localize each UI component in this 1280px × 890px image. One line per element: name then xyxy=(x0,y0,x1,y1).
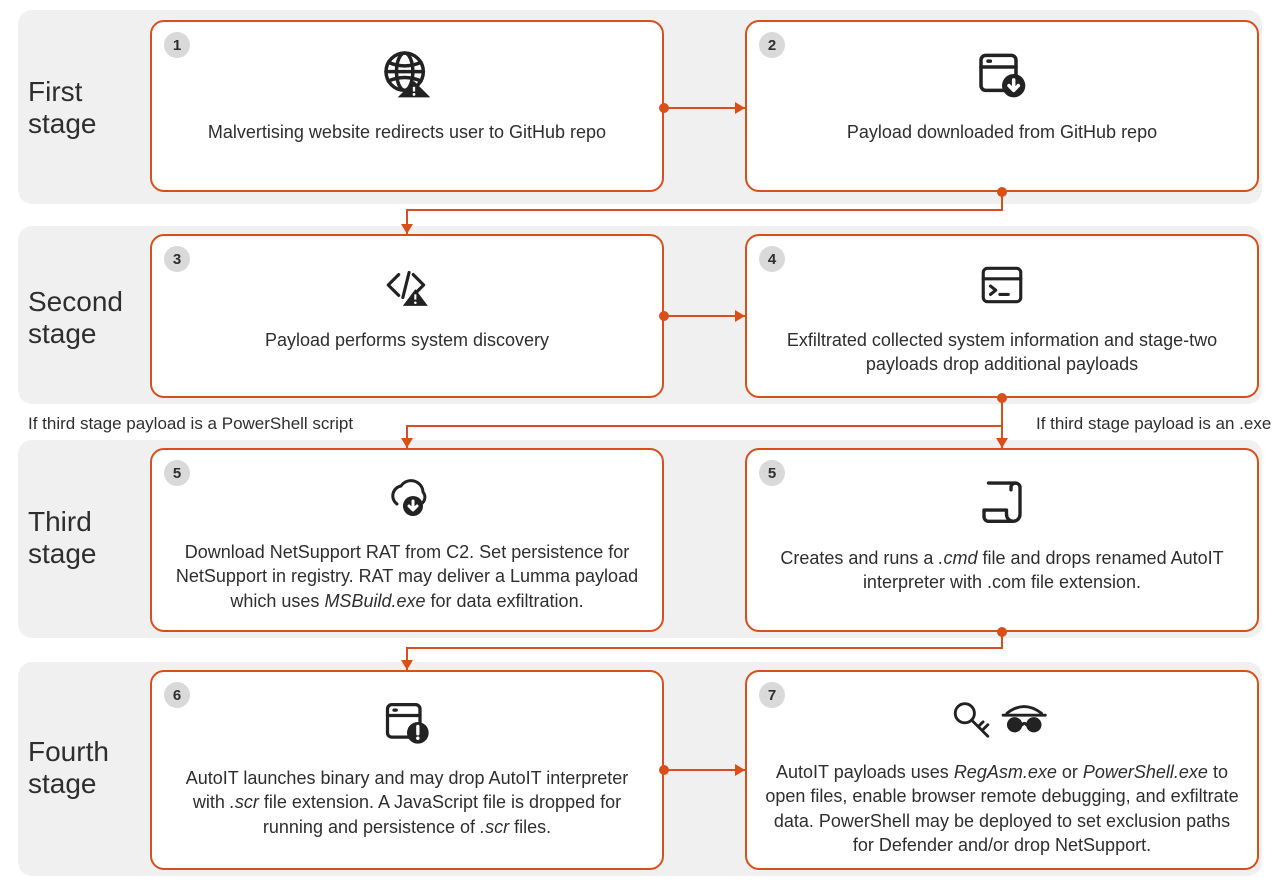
card-description: Exfiltrated collected system information… xyxy=(765,328,1239,377)
card-number-badge: 5 xyxy=(759,460,785,486)
card-description: AutoIT payloads uses RegAsm.exe or Power… xyxy=(765,760,1239,857)
card-stage2-2: 4 Exfiltrated collected system informati… xyxy=(745,234,1259,398)
script-icon xyxy=(765,470,1239,532)
card-number-badge: 6 xyxy=(164,682,190,708)
card-number-badge: 7 xyxy=(759,682,785,708)
key-spy-icon xyxy=(765,692,1239,746)
stage-label-3: Thirdstage xyxy=(28,506,97,570)
window-alert-icon xyxy=(170,692,644,752)
card-description: Download NetSupport RAT from C2. Set per… xyxy=(170,540,644,613)
card-number-badge: 1 xyxy=(164,32,190,58)
card-number-badge: 5 xyxy=(164,460,190,486)
code-alert-icon xyxy=(170,256,644,314)
card-stage2-1: 3 Payload performs system discovery xyxy=(150,234,664,398)
stage-label-1: Firststage xyxy=(28,76,97,140)
globe-alert-icon xyxy=(170,42,644,106)
card-number-badge: 3 xyxy=(164,246,190,272)
window-download-icon xyxy=(765,42,1239,106)
branch-label-2: If third stage payload is an .exe xyxy=(1036,414,1271,434)
card-stage1-1: 1 Malvertising website redirects user to… xyxy=(150,20,664,192)
card-stage4-1: 6 AutoIT launches binary and may drop Au… xyxy=(150,670,664,870)
card-description: Malvertising website redirects user to G… xyxy=(170,120,644,144)
card-stage3-1: 5 Download NetSupport RAT from C2. Set p… xyxy=(150,448,664,632)
card-stage1-2: 2 Payload downloaded from GitHub repo xyxy=(745,20,1259,192)
terminal-icon xyxy=(765,256,1239,314)
card-description: Creates and runs a .cmd file and drops r… xyxy=(765,546,1239,595)
card-description: Payload performs system discovery xyxy=(170,328,644,352)
card-number-badge: 4 xyxy=(759,246,785,272)
card-stage4-2: 7 AutoIT payloads uses RegAsm.exe or Pow… xyxy=(745,670,1259,870)
card-stage3-2: 5 Creates and runs a .cmd file and drops… xyxy=(745,448,1259,632)
stage-label-2: Secondstage xyxy=(28,286,123,350)
card-description: Payload downloaded from GitHub repo xyxy=(765,120,1239,144)
branch-label-1: If third stage payload is a PowerShell s… xyxy=(28,414,353,434)
card-description: AutoIT launches binary and may drop Auto… xyxy=(170,766,644,839)
card-number-badge: 2 xyxy=(759,32,785,58)
cloud-download-icon xyxy=(170,470,644,526)
stage-label-4: Fourthstage xyxy=(28,736,109,800)
